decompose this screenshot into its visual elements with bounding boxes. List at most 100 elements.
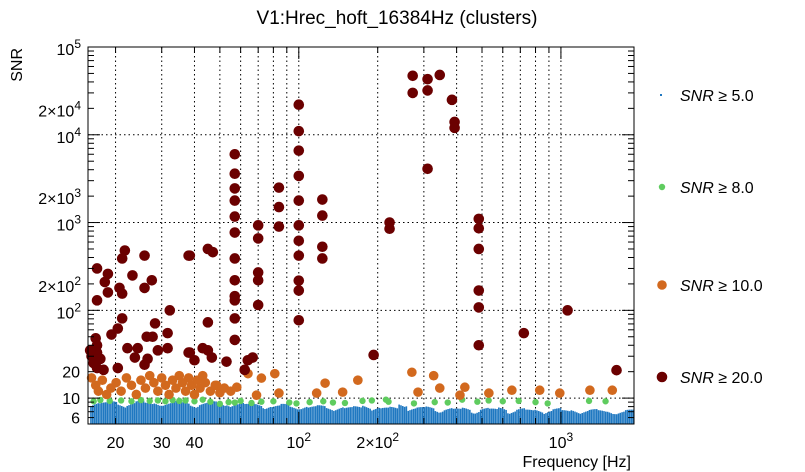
snr5-bar [568, 411, 571, 424]
x-tick-label: 40 [186, 435, 204, 452]
snr20-point [293, 195, 305, 206]
snr5-bar [440, 412, 442, 424]
snr20-point [293, 314, 305, 326]
snr5-bar [400, 405, 402, 424]
snr5-bar [113, 401, 116, 424]
y-tick-label-exponent: 5 [74, 37, 81, 51]
snr5-bar [311, 406, 313, 424]
snr5-bar [358, 406, 361, 424]
snr5-bar [291, 407, 293, 424]
snr5-bar [508, 413, 511, 424]
snr5-bar [488, 408, 491, 424]
snr5-bar [251, 404, 254, 424]
legend-label-var: SNR [680, 88, 714, 105]
snr5-bar [253, 403, 255, 424]
snr5-bar [235, 404, 237, 424]
y-tick-label-base: 10 [57, 305, 75, 322]
snr5-bar [623, 411, 625, 424]
snr5-bar [148, 403, 150, 424]
snr5-bar [227, 406, 230, 424]
snr20-point [102, 287, 114, 298]
snr20-point [273, 201, 285, 213]
snr5-bar [454, 408, 457, 424]
snr5-bar [215, 401, 217, 424]
snr5-bar [447, 409, 449, 424]
snr5-bar [314, 406, 317, 424]
snr5-bar [362, 405, 364, 424]
snr10-point [144, 370, 155, 381]
snr5-bar [374, 409, 377, 424]
snr5-bar [612, 413, 614, 424]
snr20-point [116, 288, 128, 299]
snr5-bar [347, 407, 350, 424]
y-tick-label: 2×104 [38, 98, 81, 120]
snr5-bar [458, 408, 460, 424]
snr10-point [189, 389, 200, 400]
snr5-bar [528, 409, 531, 424]
snr8-point [106, 397, 113, 405]
legend-entry: SNR ≥ 5.0 [660, 88, 754, 105]
snr20-point [229, 168, 241, 180]
snr5-bar [461, 407, 464, 424]
snr5-bar [356, 406, 359, 424]
snr5-bar [278, 405, 281, 424]
snr20-point [317, 194, 328, 205]
snr5-bar [614, 414, 616, 424]
snr20-point [473, 243, 485, 255]
legend-label-threshold: ≥ 20.0 [714, 370, 763, 387]
y-tick-label-exponent: 2 [74, 300, 81, 314]
snr5-bar [387, 407, 390, 424]
legend-marker-circle [656, 371, 668, 383]
snr5-bar [331, 410, 333, 424]
snr8-point [154, 397, 162, 404]
snr8-point [117, 397, 125, 404]
snr20-point [317, 253, 328, 264]
snr5-bar [146, 402, 148, 424]
snr5-bar [603, 411, 605, 424]
snr10-point [484, 388, 494, 398]
snr5-bar [595, 409, 598, 424]
snr10-point [183, 373, 194, 383]
snr8-point [410, 400, 418, 407]
snr10-point [607, 385, 618, 396]
snr5-bar [269, 407, 272, 424]
x-tick-label: 30 [153, 435, 171, 452]
snr5-bar [124, 407, 127, 424]
snr20-point [407, 87, 419, 99]
snr5-bar [318, 405, 321, 424]
snr10-point [231, 382, 242, 393]
snr5-bar [178, 400, 181, 424]
snr5-bar [617, 413, 620, 424]
snr10-point [93, 386, 104, 396]
snr5-bar [628, 409, 631, 424]
snr5-bar [106, 402, 109, 424]
snr5-bar [443, 410, 446, 424]
snr5-bar [492, 408, 495, 424]
snr5-bar [599, 410, 602, 424]
snr5-bar [363, 406, 366, 424]
snr10-point [585, 385, 595, 396]
x-axis-label: Frequency [Hz] [523, 454, 631, 471]
snr5-bar [548, 411, 551, 424]
snr20-point [91, 263, 103, 274]
snr5-bar [144, 402, 147, 424]
snr5-bar [166, 404, 168, 424]
snr5-bar [604, 411, 607, 424]
x-tick-label: 102 [287, 430, 312, 452]
snr5-bar [383, 407, 386, 424]
snr5-bar [470, 412, 473, 424]
snr5-bar [588, 409, 591, 424]
snr5-bar [409, 410, 411, 424]
snr5-bar [108, 400, 110, 424]
snr8-point [544, 400, 551, 407]
snr20-point [473, 213, 485, 225]
snr5-bar [207, 401, 210, 424]
snr5-bar [171, 401, 174, 424]
snr10-point [434, 383, 445, 393]
x-tick-label-base: 20 [107, 435, 125, 452]
snr20-point [317, 210, 328, 221]
snr8-point [329, 399, 337, 406]
snr5-bar [594, 409, 596, 424]
snr5-bar [581, 413, 584, 424]
snr5-bar [180, 401, 183, 424]
